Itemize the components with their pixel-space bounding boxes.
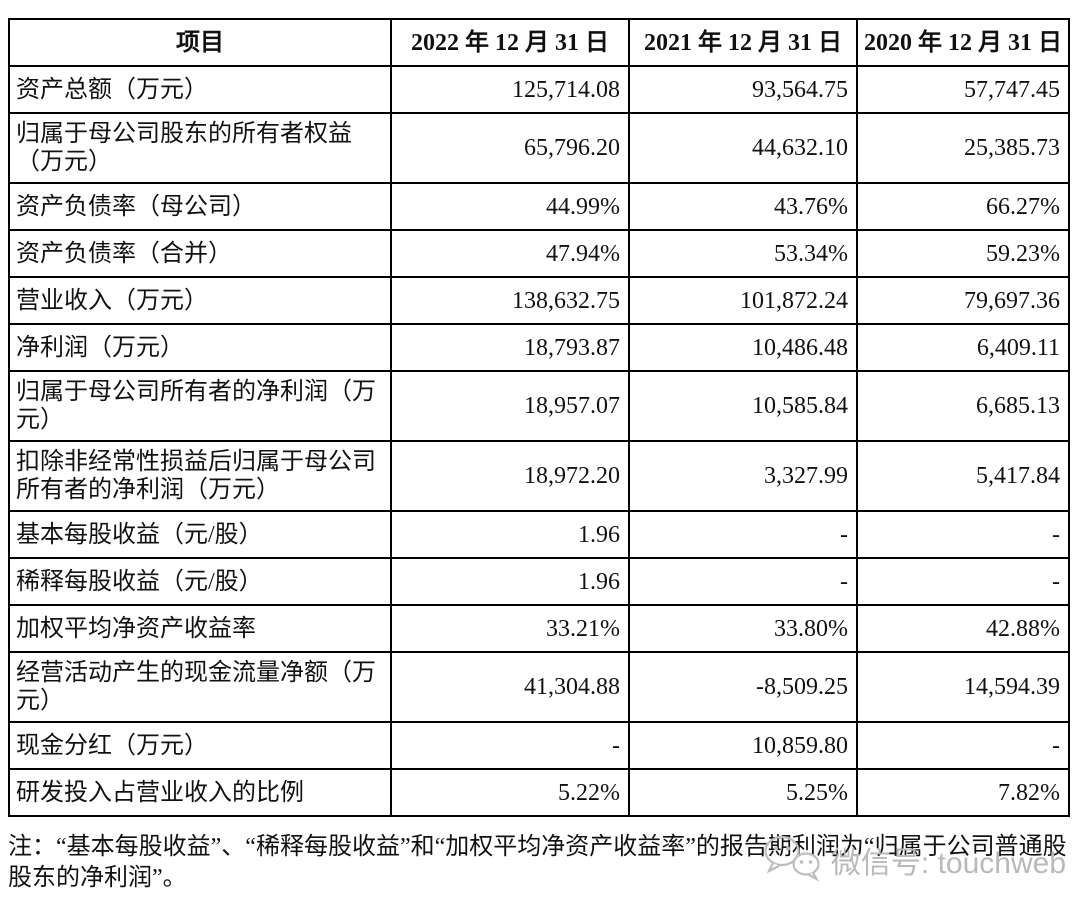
row-value: 101,872.24 [628, 276, 858, 325]
row-label: 资产负债率（合并） [8, 229, 392, 278]
column-header-2022: 2022 年 12 月 31 日 [390, 18, 630, 67]
table-row: 营业收入（万元） 138,632.75 101,872.24 79,697.36 [8, 276, 1070, 325]
row-value: 5,417.84 [856, 440, 1070, 512]
financial-summary-table: 项目 2022 年 12 月 31 日 2021 年 12 月 31 日 202… [8, 18, 1070, 817]
row-label: 基本每股收益（元/股） [8, 510, 392, 559]
row-value: 1.96 [390, 557, 630, 606]
row-value: 25,385.73 [856, 112, 1070, 184]
row-value: 125,714.08 [390, 65, 630, 114]
row-label: 归属于母公司所有者的净利润（万元） [8, 370, 392, 442]
row-label: 归属于母公司股东的所有者权益（万元） [8, 112, 392, 184]
row-value: 5.25% [628, 768, 858, 817]
column-header-2020: 2020 年 12 月 31 日 [856, 18, 1070, 67]
row-value: 93,564.75 [628, 65, 858, 114]
row-value: - [628, 557, 858, 606]
footnote: 注：“基本每股收益”、“稀释每股收益”和“加权平均净资产收益率”的报告期利润为“… [8, 834, 1067, 891]
row-label: 营业收入（万元） [8, 276, 392, 325]
row-label: 经营活动产生的现金流量净额（万元） [8, 651, 392, 723]
row-value: 10,859.80 [628, 721, 858, 770]
row-value: - [856, 721, 1070, 770]
row-label: 研发投入占营业收入的比例 [8, 768, 392, 817]
row-value: 33.80% [628, 604, 858, 653]
table-row: 净利润（万元） 18,793.87 10,486.48 6,409.11 [8, 323, 1070, 372]
row-value: 43.76% [628, 182, 858, 231]
row-label: 资产负债率（母公司） [8, 182, 392, 231]
table-row: 稀释每股收益（元/股） 1.96- - [8, 557, 1070, 606]
table-row: 研发投入占营业收入的比例 5.22% 5.25% 7.82% [8, 768, 1070, 817]
row-value: 6,685.13 [856, 370, 1070, 442]
table-row: 资产总额（万元） 125,714.08 93,564.75 57,747.45 [8, 65, 1070, 114]
table-header-row: 项目 2022 年 12 月 31 日 2021 年 12 月 31 日 202… [8, 18, 1070, 67]
financial-report-page: 项目 2022 年 12 月 31 日 2021 年 12 月 31 日 202… [8, 18, 1070, 894]
row-value: 42.88% [856, 604, 1070, 653]
table-row: 归属于母公司股东的所有者权益（万元） 65,796.20 44,632.10 25,3… [8, 112, 1070, 184]
row-value: 33.21% [390, 604, 630, 653]
row-value: 18,972.20 [390, 440, 630, 512]
row-value: 10,486.48 [628, 323, 858, 372]
row-value: 41,304.88 [390, 651, 630, 723]
row-value: 6,409.11 [856, 323, 1070, 372]
row-value: - [856, 557, 1070, 606]
row-value: 10,585.84 [628, 370, 858, 442]
row-value: 44.99% [390, 182, 630, 231]
row-label: 稀释每股收益（元/股） [8, 557, 392, 606]
row-value: 66.27% [856, 182, 1070, 231]
row-value: 65,796.20 [390, 112, 630, 184]
row-value: 7.82% [856, 768, 1070, 817]
row-value: 44,632.10 [628, 112, 858, 184]
row-value: 3,327.99 [628, 440, 858, 512]
row-value: 57,747.45 [856, 65, 1070, 114]
table-row: 加权平均净资产收益率 33.21% 33.80% 42.88% [8, 604, 1070, 653]
row-label: 净利润（万元） [8, 323, 392, 372]
row-label: 资产总额（万元） [8, 65, 392, 114]
row-label: 现金分红（万元） [8, 721, 392, 770]
row-label: 加权平均净资产收益率 [8, 604, 392, 653]
row-label: 扣除非经常性损益后归属于母公司所有者的净利润（万元） [8, 440, 392, 512]
column-header-2021: 2021 年 12 月 31 日 [628, 18, 858, 67]
table-row: 资产负债率（母公司） 44.99% 43.76% 66.27% [8, 182, 1070, 231]
row-value: 5.22% [390, 768, 630, 817]
row-value: 53.34% [628, 229, 858, 278]
row-value: 14,594.39 [856, 651, 1070, 723]
table-row: 归属于母公司所有者的净利润（万元） 18,957.07 10,585.84 6,685… [8, 370, 1070, 442]
row-value: -8,509.25 [628, 651, 858, 723]
column-header-item: 项目 [8, 18, 392, 67]
table-row: 基本每股收益（元/股） 1.96- - [8, 510, 1070, 559]
table-row: 资产负债率（合并） 47.94% 53.34% 59.23% [8, 229, 1070, 278]
table-row: 经营活动产生的现金流量净额（万元） 41,304.88 -8,509.25 14,59… [8, 651, 1070, 723]
table-row: 现金分红（万元） -10,859.80- [8, 721, 1070, 770]
row-value: 18,793.87 [390, 323, 630, 372]
row-value: - [856, 510, 1070, 559]
row-value: 18,957.07 [390, 370, 630, 442]
row-value: 138,632.75 [390, 276, 630, 325]
row-value: - [390, 721, 630, 770]
table-row: 扣除非经常性损益后归属于母公司所有者的净利润（万元） 18,972.20 3,327… [8, 440, 1070, 512]
row-value: 79,697.36 [856, 276, 1070, 325]
row-value: 1.96 [390, 510, 630, 559]
row-value: 47.94% [390, 229, 630, 278]
row-value: 59.23% [856, 229, 1070, 278]
row-value: - [628, 510, 858, 559]
